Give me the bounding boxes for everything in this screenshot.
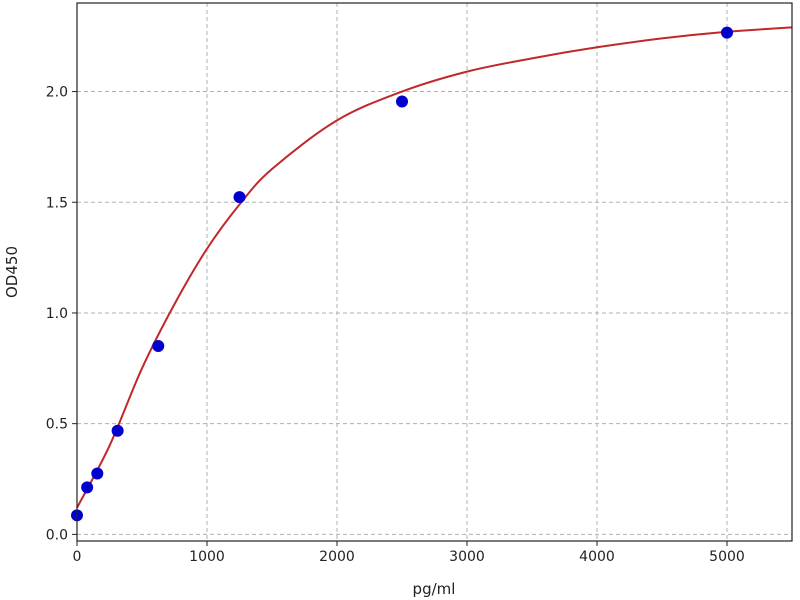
data-points <box>71 26 733 522</box>
y-tick-label: 2.0 <box>46 85 68 101</box>
data-point <box>91 467 104 480</box>
plot-frame <box>76 2 793 542</box>
y-tick-label: 1.5 <box>46 195 68 211</box>
x-axis-label: pg/ml <box>413 580 456 598</box>
x-tick-label: 1000 <box>189 549 225 565</box>
data-point <box>721 26 733 39</box>
data-point <box>111 424 124 437</box>
grid <box>76 3 792 541</box>
data-point <box>396 95 408 108</box>
x-axis-ticks: 0 1000 2000 3000 4000 5000 <box>73 541 745 565</box>
x-tick-label: 5000 <box>709 549 745 565</box>
y-axis-ticks: 0.0 0.5 1.0 1.5 2.0 <box>46 85 77 543</box>
y-tick-label: 1.0 <box>46 306 68 322</box>
x-tick-label: 4000 <box>579 549 615 565</box>
x-tick-label: 3000 <box>449 549 485 565</box>
y-tick-label: 0.0 <box>46 527 68 543</box>
fit-curve <box>76 26 793 509</box>
data-point <box>152 339 165 352</box>
data-point <box>233 191 246 204</box>
y-tick-label: 0.5 <box>46 417 68 433</box>
x-tick-label: 2000 <box>319 549 355 565</box>
y-axis-label: OD450 <box>3 246 21 298</box>
data-point <box>81 481 94 494</box>
x-tick-label: 0 <box>73 549 82 565</box>
